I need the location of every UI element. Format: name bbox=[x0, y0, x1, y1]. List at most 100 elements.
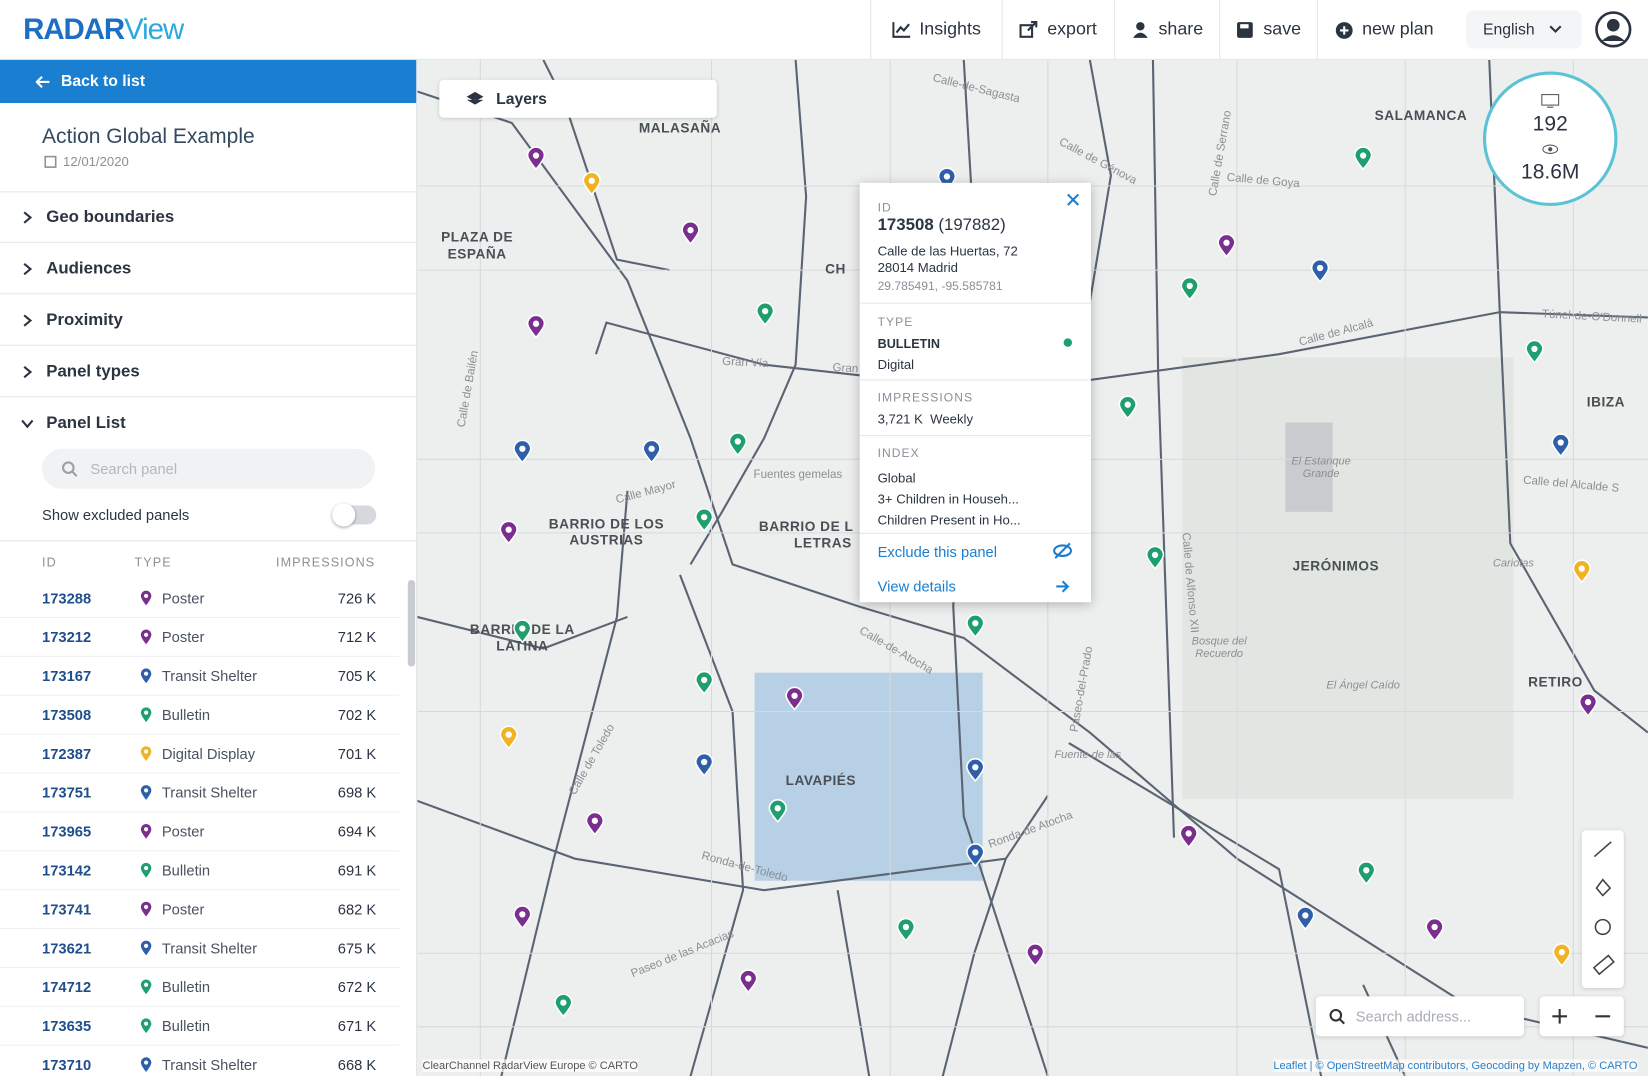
panel-row[interactable]: 173508 Bulletin 702 K bbox=[0, 695, 400, 735]
street-label: Gran Vía bbox=[722, 356, 769, 370]
scrollbar[interactable] bbox=[407, 580, 416, 667]
panel-row[interactable]: 172387 Digital Display 701 K bbox=[0, 734, 400, 774]
nav-item[interactable]: Insights bbox=[870, 0, 1001, 59]
type-pin-shape bbox=[140, 746, 152, 761]
map-pin-dot bbox=[1316, 264, 1324, 272]
nav-item[interactable]: export bbox=[1001, 0, 1114, 59]
panel-type: Poster bbox=[161, 589, 205, 607]
panel-type: Bulletin bbox=[161, 1017, 211, 1035]
place-label: Bosque del bbox=[1192, 635, 1248, 647]
panel-impressions: 675 K bbox=[337, 939, 377, 957]
panel-id: 173142 bbox=[42, 861, 92, 879]
impression-total: 18.6M bbox=[1521, 160, 1580, 184]
panel-search[interactable]: Search panel bbox=[42, 448, 376, 489]
panel-row[interactable]: 173710 Transit Shelter 668 K bbox=[0, 1045, 399, 1076]
nav-item[interactable]: save bbox=[1219, 0, 1317, 59]
logo-main: RADAR bbox=[23, 12, 125, 46]
type-pin-dot bbox=[143, 1021, 149, 1026]
type-pin bbox=[140, 940, 152, 956]
panel-impressions: 698 K bbox=[337, 784, 377, 801]
panel-type: Bulletin bbox=[161, 978, 211, 996]
exclude-link[interactable]: Exclude this panel bbox=[877, 543, 998, 561]
type-pin-dot bbox=[143, 710, 149, 715]
panel-row[interactable]: 173212 Poster 712 K bbox=[0, 617, 400, 657]
nav-item[interactable]: new plan bbox=[1316, 0, 1450, 59]
panel-row[interactable]: 173635 Bulletin 671 K bbox=[0, 1006, 400, 1046]
street-label: Fuentes gemelas bbox=[754, 469, 843, 481]
chevron-path bbox=[21, 419, 34, 429]
panel-row[interactable]: 173288 Poster 726 K bbox=[0, 578, 400, 618]
type-pin bbox=[140, 746, 152, 761]
section-header[interactable]: Panel types bbox=[0, 347, 417, 398]
panel-row[interactable]: 174712 Bulletin 672 K bbox=[0, 967, 400, 1007]
attribution-right[interactable]: Leaflet | © OpenStreetMap contributors, … bbox=[1273, 1059, 1638, 1073]
layers-label: Layers bbox=[496, 89, 547, 108]
chevron bbox=[23, 365, 33, 379]
logo[interactable]: RADARView bbox=[23, 12, 184, 47]
popup-id-label: ID bbox=[877, 201, 892, 215]
map-pin-dot bbox=[1302, 912, 1309, 919]
place-label: Grande bbox=[1303, 468, 1340, 480]
panel-id: 173508 bbox=[42, 706, 92, 724]
chevron bbox=[21, 419, 34, 429]
layers-button[interactable]: Layers bbox=[439, 79, 717, 118]
section-header[interactable]: Geo boundaries bbox=[0, 192, 417, 243]
map-pin-dot bbox=[1223, 239, 1230, 246]
column-header: IMPRESSIONS bbox=[276, 554, 376, 570]
chevron-path bbox=[23, 262, 33, 276]
plan-title: Action Global Example bbox=[42, 125, 255, 149]
popup-impressions: 3,721 K bbox=[877, 411, 923, 427]
panel-row[interactable]: 173751 Transit Shelter 698 K bbox=[0, 772, 400, 813]
map-label: AUSTRIAS bbox=[569, 532, 643, 547]
address-search[interactable]: Search address... bbox=[1315, 996, 1524, 1037]
language-select[interactable]: English bbox=[1466, 10, 1582, 49]
type-pin-shape bbox=[140, 1057, 152, 1073]
type-pin bbox=[140, 901, 152, 917]
type-dot bbox=[1063, 338, 1073, 347]
map-label: BARRIO DE L bbox=[759, 519, 854, 534]
panel-row[interactable]: 173965 Poster 694 K bbox=[0, 811, 400, 852]
details-link[interactable]: View details bbox=[877, 578, 956, 595]
type-pin-shape bbox=[140, 707, 152, 723]
type-pin bbox=[140, 590, 152, 606]
nav-item[interactable]: share bbox=[1114, 0, 1219, 59]
avatar[interactable] bbox=[1594, 11, 1632, 49]
search-icon bbox=[62, 461, 78, 477]
tool-icons[interactable] bbox=[1582, 830, 1624, 988]
map-pin-dot bbox=[774, 805, 781, 812]
type-pin-shape bbox=[140, 940, 152, 956]
map-pin-dot bbox=[1124, 401, 1131, 408]
panel-impressions: 682 K bbox=[337, 900, 377, 918]
panel-id: 173288 bbox=[42, 589, 92, 607]
back-arrow bbox=[35, 75, 50, 88]
panel-row[interactable]: 173142 Bulletin 691 K bbox=[0, 850, 400, 891]
toggle[interactable] bbox=[332, 503, 377, 527]
panel-type: Transit Shelter bbox=[161, 1056, 257, 1074]
map-pin-dot bbox=[943, 173, 951, 180]
panel-row[interactable]: 173741 Poster 682 K bbox=[0, 889, 400, 930]
chevron-down bbox=[1549, 25, 1562, 34]
type-pin-dot bbox=[143, 593, 149, 599]
panel-impressions: 712 K bbox=[337, 628, 377, 646]
section-header[interactable]: Audiences bbox=[0, 244, 417, 295]
zoom-icons[interactable] bbox=[1540, 996, 1624, 1036]
section-header[interactable]: Proximity bbox=[0, 295, 417, 346]
popup-type-label: TYPE bbox=[877, 316, 914, 329]
screen-count: 192 bbox=[1532, 112, 1568, 136]
map-pin-dot bbox=[1186, 282, 1193, 290]
panel-popup: ID 173508 (197882) Calle de las Huertas,… bbox=[859, 182, 1091, 603]
panel-row[interactable]: 173167 Transit Shelter 705 K bbox=[0, 656, 400, 696]
street-label: Calle-de-Sagasta bbox=[932, 72, 1022, 105]
map-pin-dot bbox=[1557, 439, 1564, 446]
map-label: CH bbox=[825, 261, 846, 276]
map-pin-dot bbox=[972, 764, 979, 771]
back-button[interactable]: Back to list bbox=[0, 59, 417, 103]
chevron-path bbox=[23, 314, 33, 327]
close-icon[interactable] bbox=[1066, 192, 1081, 207]
section-header[interactable]: Panel List bbox=[0, 398, 416, 448]
divider bbox=[0, 540, 417, 542]
map-pin-dot bbox=[1032, 949, 1039, 956]
panel-row[interactable]: 173621 Transit Shelter 675 K bbox=[0, 928, 400, 968]
type-pin-shape bbox=[140, 629, 152, 645]
